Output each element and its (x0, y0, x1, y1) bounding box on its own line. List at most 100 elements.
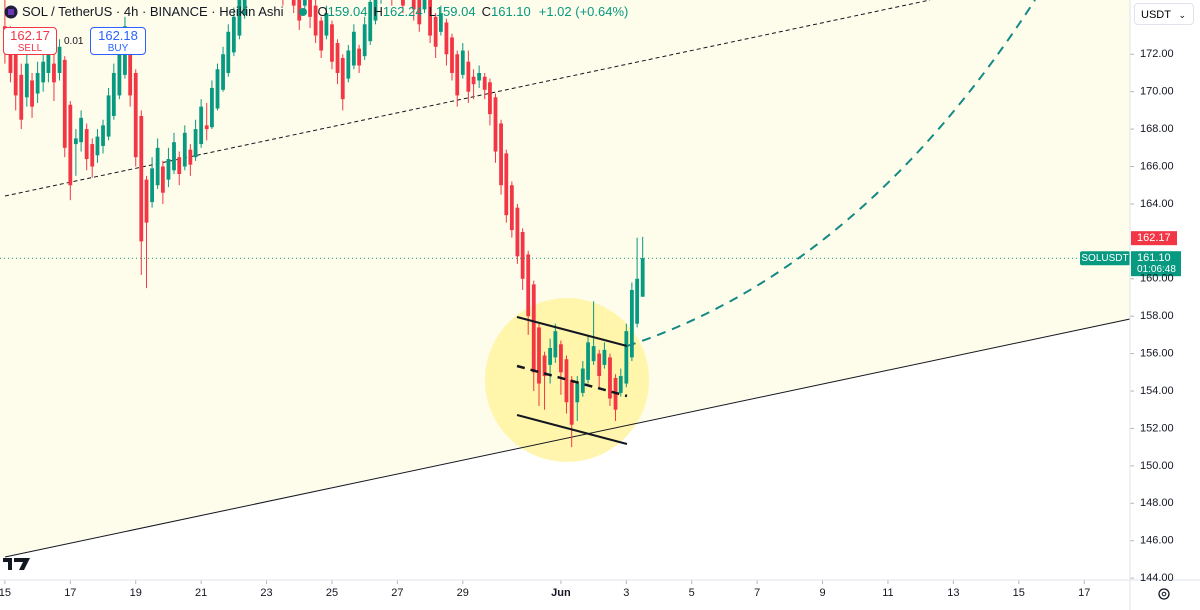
channel-top (516, 316, 628, 347)
candle-body (46, 54, 51, 73)
candle-body (471, 76, 476, 85)
candle-body (351, 31, 356, 66)
candle-body (41, 61, 46, 83)
ask-price-bg (1131, 231, 1177, 246)
candle-body (215, 69, 220, 109)
candle-body (591, 346, 596, 362)
candle-body (597, 353, 602, 377)
candle-body (62, 59, 67, 148)
candle-body (401, 0, 405, 6)
x-tick-label: 9 (819, 587, 825, 599)
x-tick-label: 29 (457, 587, 469, 599)
candle-body (193, 129, 198, 158)
candle-body (450, 37, 454, 73)
ohlc-value: 162.24 (382, 4, 423, 19)
candle-body (455, 54, 460, 96)
candle-body (428, 0, 432, 36)
candle-body (417, 0, 422, 25)
candle-body (509, 185, 514, 231)
candle-body (150, 168, 154, 203)
candle-body (629, 290, 634, 358)
candle-body (324, 13, 329, 36)
buy-button[interactable]: 162.18 BUY (90, 27, 146, 55)
candle-body (515, 207, 520, 257)
symbol-icon (4, 5, 18, 18)
candle-body (291, 0, 296, 6)
x-tick-label: 7 (754, 587, 760, 599)
buy-price: 162.18 (98, 28, 138, 43)
y-tick-label: 148.00 (1140, 497, 1174, 509)
sell-button[interactable]: 162.17 SELL (3, 27, 57, 55)
candle-body (575, 383, 580, 403)
y-tick-label: 152.00 (1140, 422, 1174, 434)
candle-body (466, 61, 471, 92)
y-tick-label: 168.00 (1140, 123, 1174, 135)
candle-body (319, 20, 324, 51)
candle-body (357, 48, 362, 66)
candle-body (139, 116, 144, 242)
candle-body (493, 97, 498, 152)
shaded-zone (0, 0, 1130, 558)
x-tick-label: 19 (130, 587, 142, 599)
candle-body (569, 379, 574, 425)
x-tick-label: 5 (689, 587, 695, 599)
candle-body (226, 31, 231, 73)
candle-body (155, 147, 160, 186)
tv-logo (3, 558, 30, 570)
x-tick-label: 17 (1078, 587, 1090, 599)
candle-body (160, 166, 165, 193)
candle-body (177, 157, 182, 174)
candle-body (172, 142, 176, 171)
x-tick-label: 11 (882, 587, 893, 599)
ohlc-key: O (317, 4, 328, 19)
y-tick-label: 172.00 (1140, 48, 1174, 60)
candle-body (68, 104, 73, 186)
last-price-label: 161.10 (1137, 252, 1171, 264)
candle-body (188, 149, 193, 165)
x-tick-label: 3 (623, 587, 629, 599)
candle-body (57, 46, 62, 73)
x-tick-label: 27 (391, 587, 403, 599)
currency-selector[interactable]: USDT ⌄ (1134, 3, 1194, 25)
candle-body (537, 327, 541, 384)
y-tick-label: 150.00 (1140, 460, 1174, 472)
channel-mid (516, 364, 628, 398)
candle-body (106, 95, 111, 137)
candle-body (373, 0, 378, 21)
candle-body (24, 63, 29, 98)
y-tick-label: 156.00 (1140, 348, 1174, 360)
countdown: 01:06:48 (1137, 264, 1176, 275)
candle-body (35, 72, 40, 94)
candle-body (95, 136, 100, 156)
candle-body (640, 258, 645, 297)
candle-body (624, 331, 629, 384)
candle-body (488, 82, 492, 115)
x-tick-label: Jun (551, 587, 571, 599)
candle-body (444, 22, 449, 55)
sell-price: 162.17 (10, 28, 50, 43)
candle-body (548, 348, 553, 365)
ohlc-value: 159.04 (435, 4, 476, 19)
y-tick-label: 154.00 (1140, 385, 1174, 397)
candle-body (362, 24, 367, 57)
candle-body (564, 359, 569, 403)
candle-body (111, 72, 116, 116)
candle-body (204, 125, 209, 130)
candle-body (128, 50, 133, 96)
y-tick-label: 158.00 (1140, 310, 1174, 322)
candle-body (477, 72, 482, 81)
y-tick-label: 170.00 (1140, 86, 1174, 98)
candle-body (433, 16, 438, 47)
sell-label: SELL (17, 43, 43, 54)
y-tick-label: 164.00 (1140, 198, 1174, 210)
settings-icon[interactable] (1158, 588, 1170, 600)
ask-price-label: 162.17 (1137, 232, 1171, 244)
candle-body (520, 232, 525, 279)
candle-body (308, 0, 312, 17)
candle-body (302, 0, 307, 6)
spread: 0.01 (64, 36, 84, 47)
candle-body (231, 16, 236, 53)
y-tick-label: 146.00 (1140, 535, 1174, 547)
